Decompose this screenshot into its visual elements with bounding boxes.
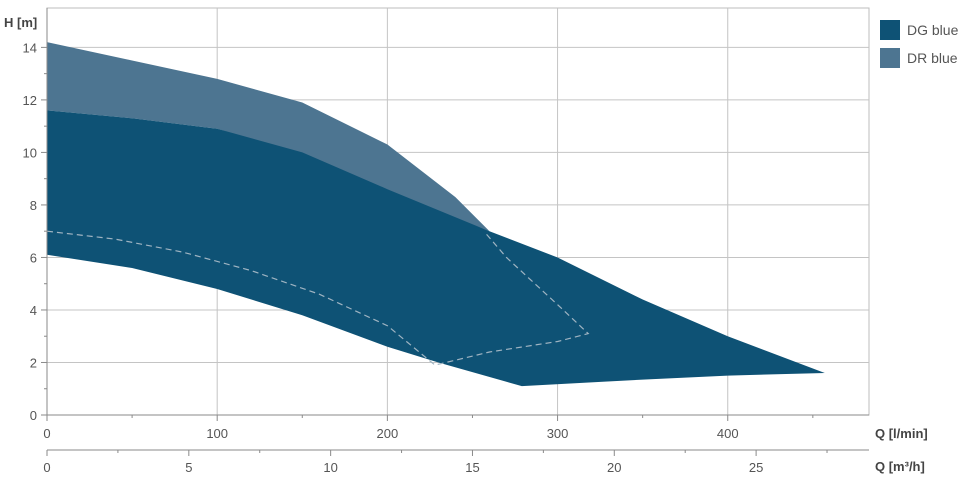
x2-tick-label: 25: [749, 460, 763, 475]
legend-swatch-dr-blue: [880, 48, 900, 68]
y-tick-label: 0: [30, 408, 37, 423]
efficiency-curve-line: [46, 230, 590, 366]
y-tick-label: 6: [30, 250, 37, 265]
legend-label-dr-blue: DR blue: [907, 50, 958, 66]
y-tick-label: 10: [23, 145, 37, 160]
series-area-dr-blue: [47, 42, 490, 232]
x-axis-title: Q [l/min]: [875, 426, 928, 441]
x2-tick-label: 0: [43, 460, 50, 475]
legend: DG blue DR blue: [880, 20, 959, 68]
y-tick-label: 4: [30, 303, 37, 318]
y-tick-label: 2: [30, 355, 37, 370]
y-tick-label: 8: [30, 198, 37, 213]
efficiency-curve: [46, 230, 590, 366]
y-tick-label: 12: [23, 93, 37, 108]
axes: 0 2 4 6 8 10 12 14 0 100 200 300 400 0 5 10 15 20 25: [23, 8, 869, 475]
x2-axis-title: Q [m³/h]: [875, 459, 925, 474]
legend-label-dg-blue: DG blue: [907, 22, 959, 38]
legend-swatch-dg-blue: [880, 20, 900, 40]
x-tick-label: 300: [547, 426, 569, 441]
y-tick-label: 14: [23, 40, 37, 55]
series-area-dg-blue: [47, 110, 825, 387]
x2-tick-label: 20: [607, 460, 621, 475]
x2-tick-label: 10: [323, 460, 337, 475]
x2-tick-label: 15: [465, 460, 479, 475]
x-tick-label: 200: [377, 426, 399, 441]
series-areas: [47, 42, 825, 387]
x-tick-label: 0: [43, 426, 50, 441]
x-tick-label: 100: [206, 426, 228, 441]
x2-tick-label: 5: [185, 460, 192, 475]
x-tick-label: 400: [717, 426, 739, 441]
y-axis-title: H [m]: [4, 15, 37, 30]
